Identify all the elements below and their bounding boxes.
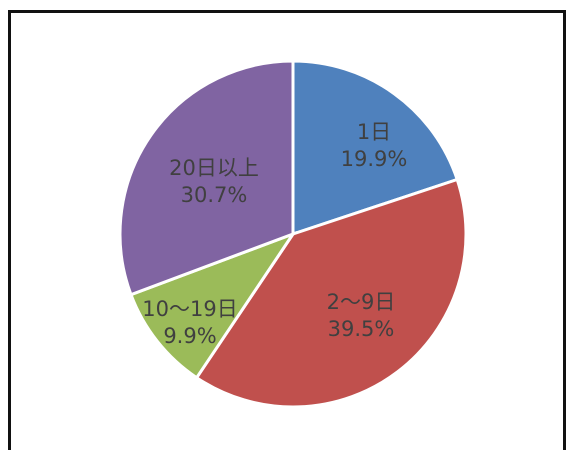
pie-slice-4 bbox=[118, 59, 295, 297]
slice-category-label: 1日 bbox=[357, 120, 391, 144]
pie-slices bbox=[118, 59, 468, 409]
pie-slice-3 bbox=[129, 230, 297, 380]
slice-percent-label: 19.9% bbox=[341, 147, 408, 171]
pie-slice-1 bbox=[291, 59, 460, 237]
pie-chart: 1日 19.9% 2～9日 39.5% 10～19日 9.9% 20日以上 30.7% bbox=[118, 59, 468, 409]
slice-percent-label: 30.7% bbox=[181, 183, 248, 207]
slice-category-label: 20日以上 bbox=[169, 156, 259, 180]
slice-category-label: 2～9日 bbox=[327, 290, 396, 314]
slice-category-label: 10～19日 bbox=[142, 297, 237, 321]
pie-labels: 1日 19.9% 2～9日 39.5% 10～19日 9.9% 20日以上 30.7% bbox=[142, 120, 407, 348]
slice-percent-label: 39.5% bbox=[328, 317, 395, 341]
slice-percent-label: 9.9% bbox=[163, 324, 216, 348]
pie-slice-2 bbox=[194, 177, 468, 409]
